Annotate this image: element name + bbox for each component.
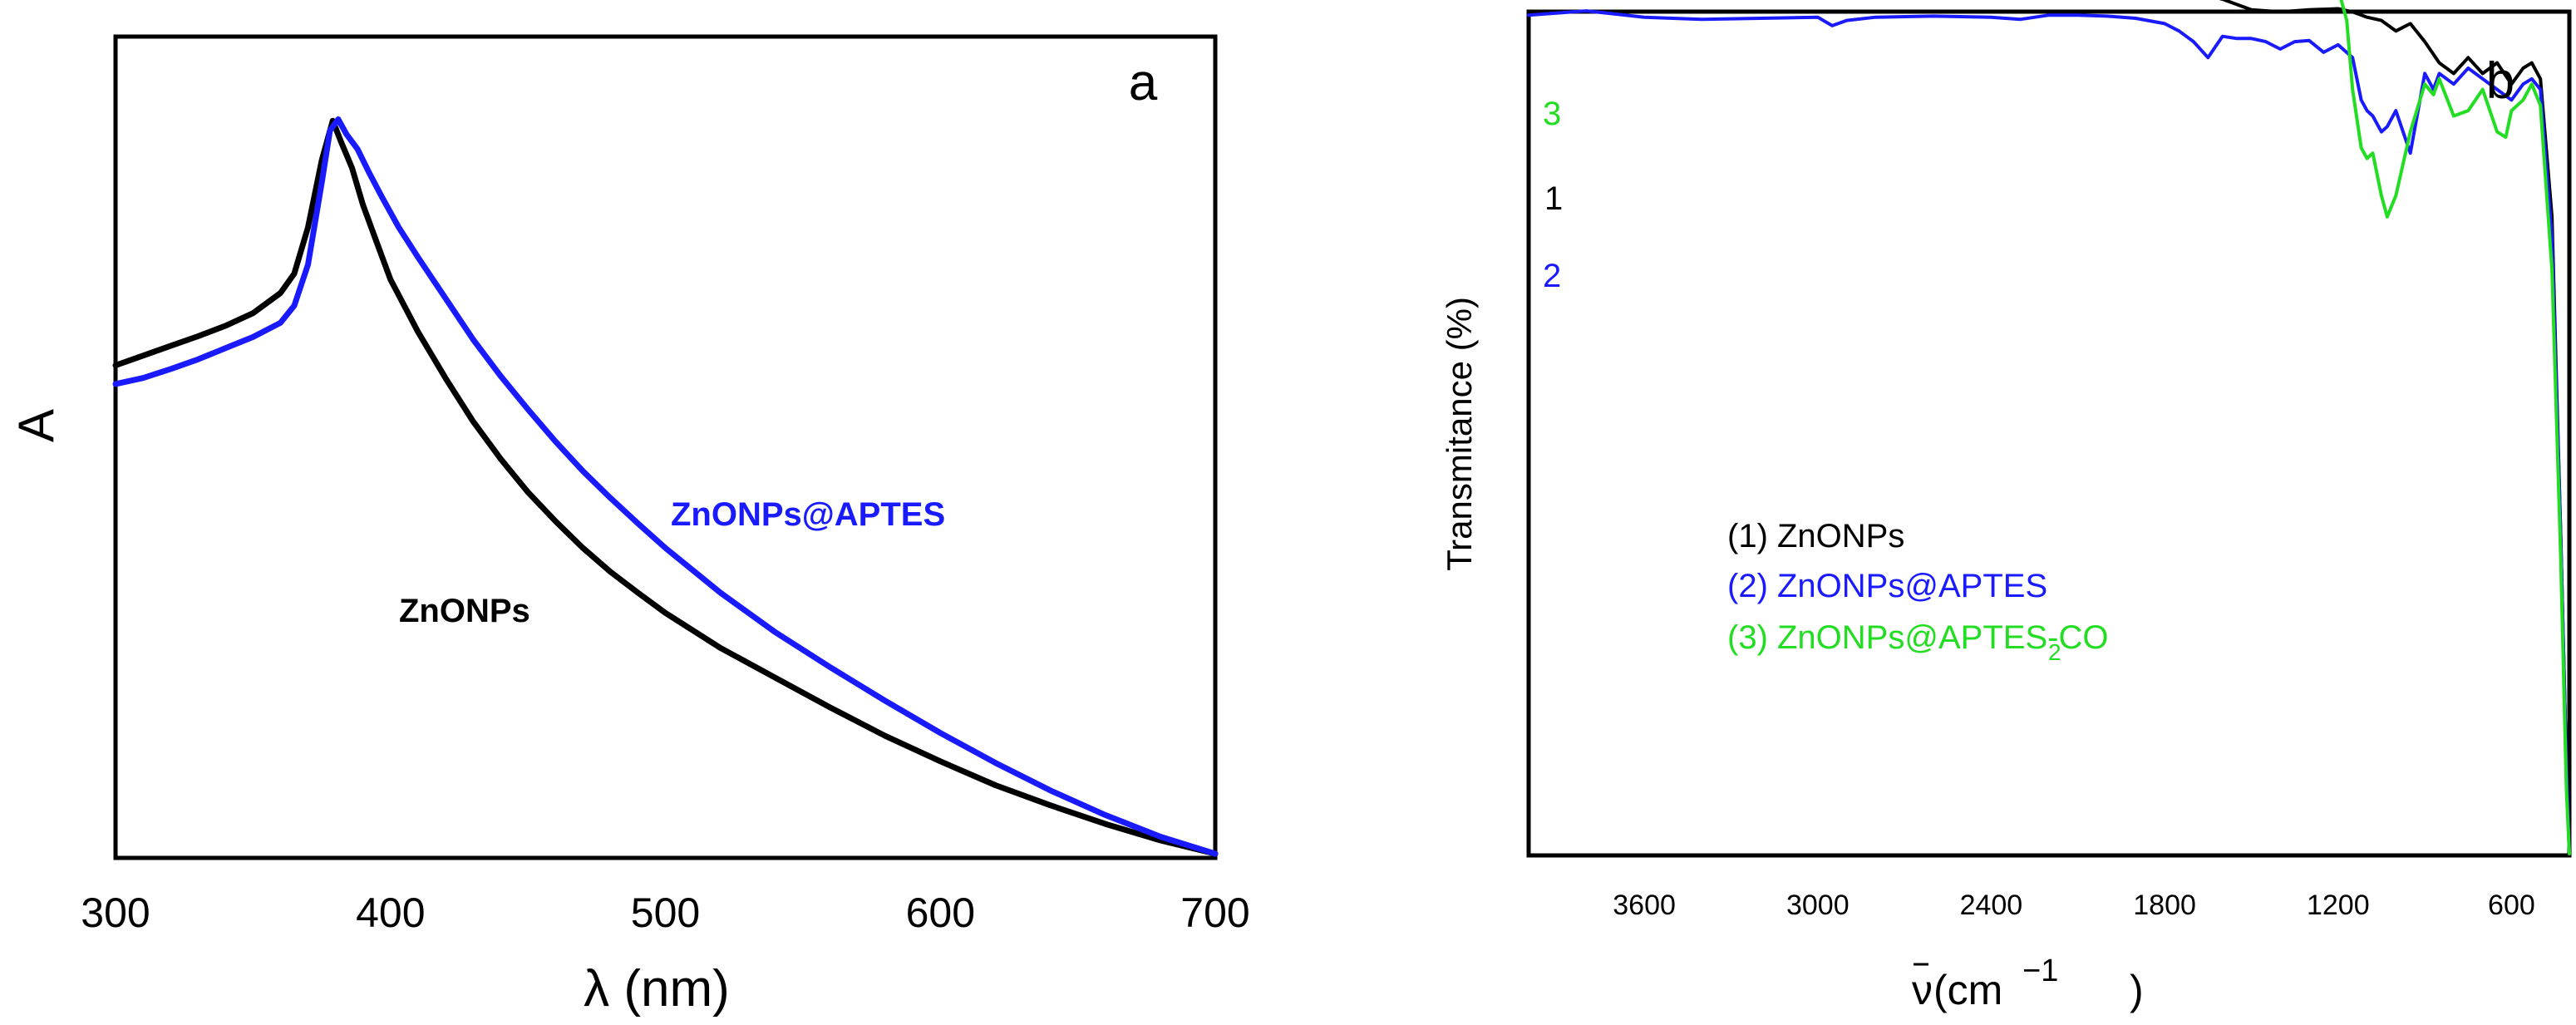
x-tick-label-b-600: 600 xyxy=(2488,889,2535,921)
panel-b-frame xyxy=(1526,9,2572,858)
legend-entry-zno-aptes: (2) ZnONPs@APTES xyxy=(1727,568,2047,604)
x-tick-label-b-1800: 1800 xyxy=(2133,889,2196,921)
panel-b-label: b xyxy=(2486,52,2514,110)
panel-b-x-axis-label-units: (cm xyxy=(1933,967,2002,1013)
x-tick-label-b-2400: 2400 xyxy=(1960,889,2023,921)
series-label-zno: ZnONPs xyxy=(399,593,530,629)
panel-a-series-group xyxy=(112,116,1219,857)
panel-b-x-axis-label-exponent: −1 xyxy=(2022,954,2058,988)
panel-a-y-axis-label: A xyxy=(8,409,64,442)
panel-b-legend: (1) ZnONPs (2) ZnONPs@APTES (3) ZnONPs@A… xyxy=(1727,518,2108,665)
x-tick-label-a-600: 600 xyxy=(906,889,975,936)
curve-number-2: 2 xyxy=(1543,258,1561,294)
x-tick-label-a-500: 500 xyxy=(631,889,700,936)
panel-a-label: a xyxy=(1129,54,1158,111)
panel-a-x-ticks: 300 400 500 600 700 xyxy=(81,889,1249,936)
panel-a-chart: 300 400 500 600 700 a A λ (nm) ZnONPs ZnONPs… xyxy=(8,34,1250,1018)
panel-b-x-ticks: 3600 3000 2400 1800 1200 600 xyxy=(1613,889,2534,921)
curve-number-1: 1 xyxy=(1544,180,1563,217)
panel-b-x-axis-label-close: ) xyxy=(2130,967,2144,1013)
legend-entry-zno: (1) ZnONPs xyxy=(1727,518,1904,554)
panel-b-chart: 3600 3000 2400 1800 1200 600 b Transmitance (… xyxy=(1440,0,2572,1013)
series-line-a-znonps xyxy=(112,117,1219,857)
legend-entry-zno-aptes-co2: (3) ZnONPs@APTES-CO xyxy=(1727,619,2108,656)
panel-a-frame xyxy=(113,34,1218,860)
series-line-b-znonps-aptes xyxy=(1527,9,2571,855)
curve-number-3: 3 xyxy=(1543,96,1561,132)
x-tick-label-a-700: 700 xyxy=(1180,889,1249,936)
x-tick-label-a-400: 400 xyxy=(356,889,425,936)
series-line-a-znonps-aptes xyxy=(112,116,1219,857)
x-tick-label-b-3600: 3600 xyxy=(1613,889,1676,921)
series-label-zno-aptes: ZnONPs@APTES xyxy=(671,496,945,533)
panel-b-y-axis-label: Transmitance (%) xyxy=(1440,297,1479,571)
x-tick-label-b-3000: 3000 xyxy=(1786,889,1849,921)
x-tick-label-a-300: 300 xyxy=(81,889,150,936)
panel-b-x-axis-label-nu: ν xyxy=(1912,967,1933,1013)
series-line-b-znonps-aptes-co2 xyxy=(2339,0,2571,855)
series-line-b-znonps xyxy=(2219,0,2571,855)
legend-entry-co2-subscript: 2 xyxy=(2048,639,2061,665)
panel-b-x-axis-label: ν (cm −1 ) xyxy=(1912,954,2144,1013)
x-tick-label-b-1200: 1200 xyxy=(2307,889,2370,921)
panel-a-x-axis-label: λ (nm) xyxy=(584,960,730,1018)
panel-b-series-group xyxy=(1527,0,2571,855)
